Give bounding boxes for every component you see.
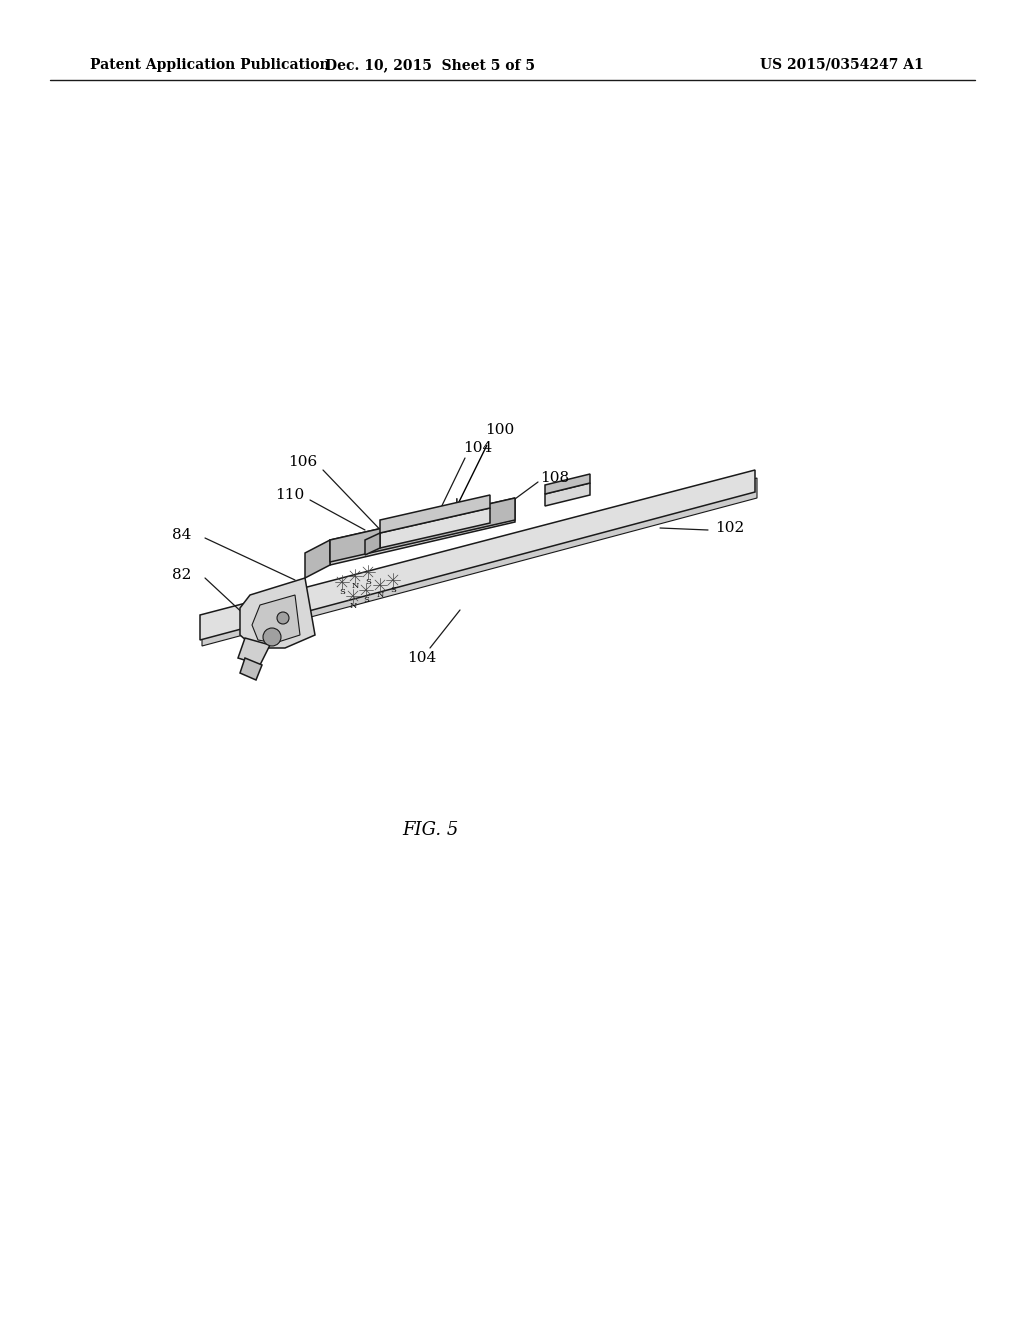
Polygon shape (305, 540, 330, 578)
Text: N: N (376, 591, 384, 599)
Text: 82: 82 (172, 568, 191, 582)
Text: S: S (339, 587, 345, 597)
Text: 102: 102 (716, 521, 744, 535)
Text: 84: 84 (172, 528, 191, 543)
Polygon shape (200, 470, 755, 640)
Text: S: S (390, 586, 396, 594)
Circle shape (278, 612, 289, 624)
Polygon shape (545, 483, 590, 506)
Text: FIG. 5: FIG. 5 (401, 821, 458, 840)
Polygon shape (365, 533, 380, 554)
Polygon shape (545, 474, 590, 494)
Text: 110: 110 (275, 488, 304, 502)
Polygon shape (330, 498, 515, 562)
Text: N: N (351, 582, 358, 590)
Text: 108: 108 (541, 471, 569, 484)
Polygon shape (380, 495, 490, 533)
Polygon shape (240, 578, 315, 648)
Text: N: N (349, 602, 356, 610)
Text: Patent Application Publication: Patent Application Publication (90, 58, 330, 73)
Circle shape (263, 628, 281, 645)
Polygon shape (238, 638, 270, 665)
Polygon shape (240, 657, 262, 680)
Text: 104: 104 (408, 651, 436, 665)
Text: 106: 106 (289, 455, 317, 469)
Polygon shape (252, 595, 300, 643)
Text: 100: 100 (485, 422, 515, 437)
Text: US 2015/0354247 A1: US 2015/0354247 A1 (760, 58, 924, 73)
Text: S: S (366, 578, 371, 586)
Text: Dec. 10, 2015  Sheet 5 of 5: Dec. 10, 2015 Sheet 5 of 5 (325, 58, 535, 73)
Polygon shape (330, 498, 515, 565)
Polygon shape (202, 478, 757, 645)
Text: S: S (364, 597, 369, 605)
Polygon shape (380, 508, 490, 548)
Text: 104: 104 (464, 441, 493, 455)
